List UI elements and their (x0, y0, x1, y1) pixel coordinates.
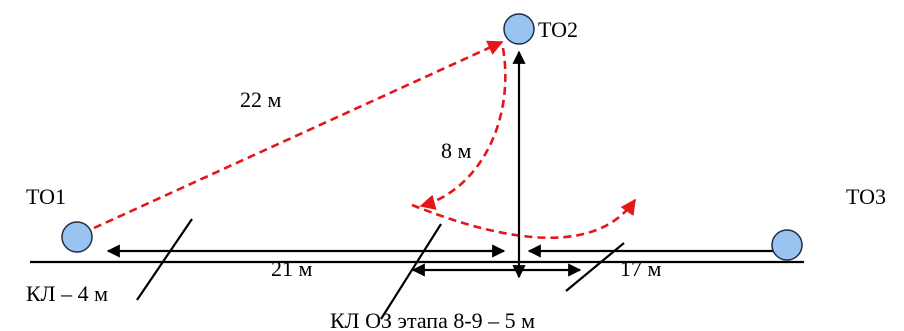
label-kl-main: КЛ – 4 м (26, 281, 108, 306)
node-to3-icon (771, 229, 803, 261)
label-21m: 21 м (271, 256, 313, 281)
label-17m: 17 м (620, 256, 662, 281)
node-to2-icon (503, 13, 535, 45)
label-to2: ТО2 (538, 17, 578, 42)
label-8m: 8 м (441, 138, 472, 163)
leader-kl-oz-1 (380, 223, 442, 320)
node-to1-icon (61, 221, 93, 253)
route-bottom-arc (411, 198, 637, 240)
route-to1-to2 (93, 40, 504, 230)
route-to2-curve (419, 47, 507, 210)
label-kl-oz: КЛ ОЗ этапа 8-9 – 5 м (330, 308, 535, 331)
leader-kl-oz-2 (565, 242, 625, 292)
label-to3: ТО3 (846, 184, 886, 209)
leader-kl-main (136, 218, 193, 301)
label-to1: ТО1 (26, 184, 66, 209)
label-22m: 22 м (240, 87, 282, 112)
